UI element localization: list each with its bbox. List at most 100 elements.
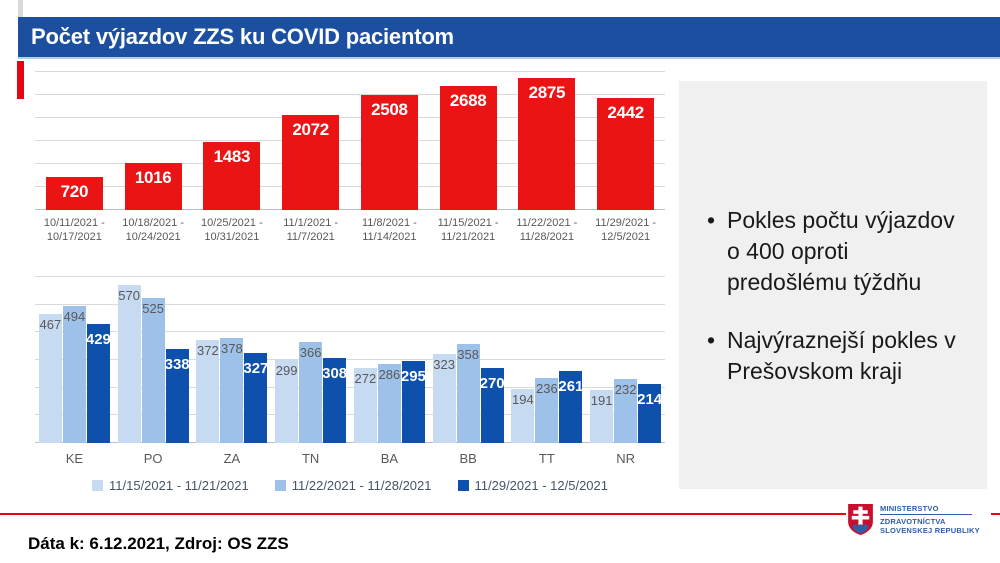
gridline bbox=[35, 163, 665, 164]
regional-bar bbox=[511, 389, 535, 443]
weekly-x-label: 11/15/2021 - 11/21/2021 bbox=[429, 216, 508, 244]
region-label: PO bbox=[143, 451, 163, 466]
weekly-x-label-line2: 10/24/2021 bbox=[125, 231, 181, 243]
regional-bar bbox=[244, 353, 268, 443]
regional-chart-x-labels: KE PO ZA TN BA BB TT NR bbox=[35, 451, 665, 466]
weekly-x-label: 10/18/2021 - 10/24/2021 bbox=[114, 216, 193, 244]
gridline bbox=[35, 442, 665, 443]
gridline bbox=[35, 186, 665, 187]
legend-swatch bbox=[92, 480, 103, 491]
regional-bar bbox=[62, 306, 86, 443]
regional-bar-value: 429 bbox=[85, 331, 111, 348]
regional-bar bbox=[353, 368, 377, 443]
regional-bar bbox=[401, 361, 425, 443]
regional-bar bbox=[299, 342, 323, 443]
insights-bullet-list: Pokles počtu výjazdov o 400 oproti predo… bbox=[705, 205, 971, 387]
weekly-x-label-line1: 11/1/2021 - bbox=[283, 217, 339, 229]
weekly-x-label-line2: 10/17/2021 bbox=[46, 231, 102, 243]
regional-bar-value: 366 bbox=[299, 345, 322, 360]
weekly-bar: 720 bbox=[45, 177, 103, 210]
gridline bbox=[35, 71, 665, 72]
regional-bar bbox=[456, 344, 480, 443]
regional-bar bbox=[432, 354, 456, 443]
weekly-x-label-line1: 11/15/2021 - bbox=[437, 217, 499, 229]
weekly-x-label: 11/29/2021 - 12/5/2021 bbox=[586, 216, 665, 244]
gridline bbox=[35, 94, 665, 95]
weekly-bar: 2442 bbox=[597, 98, 655, 210]
regional-bar-value: 323 bbox=[433, 357, 455, 372]
regional-bar bbox=[377, 364, 401, 443]
legend-item: 11/15/2021 - 11/21/2021 bbox=[92, 478, 249, 493]
regional-bar bbox=[638, 384, 662, 443]
weekly-bar: 2072 bbox=[282, 115, 340, 210]
gridline bbox=[35, 359, 665, 360]
ministry-logo: MINISTERSTVO ZDRAVOTNÍCTVA SLOVENSKEJ RE… bbox=[847, 497, 991, 541]
logo-line-2: ZDRAVOTNÍCTVA bbox=[880, 516, 946, 526]
regional-bar bbox=[275, 360, 299, 443]
regional-bar-value: 232 bbox=[614, 382, 637, 397]
insight-bullet: Najvýraznejší pokles v Prešovskom kraji bbox=[705, 325, 971, 387]
regional-bar-value: 338 bbox=[164, 356, 190, 373]
gridline bbox=[35, 414, 665, 416]
regional-bar-value: 295 bbox=[400, 368, 426, 385]
weekly-bar-value: 1016 bbox=[134, 168, 172, 187]
weekly-bar-value: 2442 bbox=[607, 103, 644, 122]
regional-bar bbox=[220, 338, 244, 443]
weekly-x-label-line1: 11/8/2021 - bbox=[361, 217, 417, 229]
weekly-x-label-line2: 12/5/2021 bbox=[601, 231, 651, 243]
weekly-chart-plot: 720 1016 1483 2072 2508 2688 2875 2442 bbox=[35, 71, 665, 210]
gridline bbox=[35, 276, 665, 277]
red-accent-bar bbox=[17, 61, 24, 99]
weekly-x-label-line1: 11/29/2021 - bbox=[595, 217, 657, 229]
weekly-bar-value: 1483 bbox=[213, 147, 251, 166]
regional-bar bbox=[614, 379, 638, 443]
weekly-bar-value: 2072 bbox=[292, 120, 329, 139]
title-underline bbox=[18, 57, 1000, 59]
regional-bar bbox=[117, 285, 141, 443]
legend-item: 11/29/2021 - 12/5/2021 bbox=[457, 478, 608, 493]
weekly-x-label: 11/8/2021 - 11/14/2021 bbox=[350, 216, 429, 244]
weekly-bar-value: 2508 bbox=[371, 100, 408, 119]
weekly-bar: 2508 bbox=[360, 95, 418, 210]
regional-bar-value: 525 bbox=[142, 301, 164, 316]
weekly-x-label: 10/11/2021 - 10/17/2021 bbox=[35, 216, 114, 244]
weekly-bar: 1483 bbox=[203, 142, 261, 210]
slovak-coat-of-arms-icon bbox=[848, 503, 873, 535]
weekly-x-label-line2: 11/21/2021 bbox=[441, 231, 496, 243]
regional-bar-value: 467 bbox=[39, 317, 62, 332]
region-label: TT bbox=[538, 451, 555, 466]
weekly-chart-x-labels: 10/11/2021 - 10/17/2021 10/18/2021 - 10/24/… bbox=[35, 216, 665, 244]
logo-line-3: SLOVENSKEJ REPUBLIKY bbox=[880, 525, 980, 535]
gridline bbox=[35, 209, 665, 210]
gridline bbox=[35, 117, 665, 118]
weekly-x-label-line1: 10/25/2021 - bbox=[200, 217, 263, 229]
regional-bar-value: 270 bbox=[479, 375, 505, 392]
legend-swatch bbox=[274, 480, 286, 491]
regional-bar bbox=[196, 340, 220, 443]
regional-bar-value: 214 bbox=[637, 391, 663, 408]
weekly-x-label-line2: 10/31/2021 bbox=[204, 231, 260, 243]
logo-separator bbox=[880, 513, 972, 515]
regional-bar-value: 327 bbox=[243, 360, 269, 377]
ministry-logo-text: MINISTERSTVO ZDRAVOTNÍCTVA SLOVENSKEJ RE… bbox=[880, 504, 980, 535]
regional-bar bbox=[86, 324, 110, 443]
weekly-bar-value: 2688 bbox=[449, 91, 487, 110]
gridline bbox=[35, 140, 665, 141]
data-source-note: Dáta k: 6.12.2021, Zdroj: OS ZZS bbox=[28, 534, 289, 553]
weekly-x-label-line1: 10/11/2021 - bbox=[43, 217, 105, 229]
weekly-bar: 1016 bbox=[124, 163, 182, 210]
weekly-x-label-line2: 11/28/2021 bbox=[519, 231, 574, 243]
regional-bar-value: 299 bbox=[275, 363, 298, 378]
weekly-x-label: 11/1/2021 - 11/7/2021 bbox=[271, 216, 350, 244]
regional-bar-value: 570 bbox=[118, 288, 140, 303]
weekly-bar-value: 2875 bbox=[528, 83, 566, 102]
region-label: KE bbox=[65, 451, 84, 466]
regional-bar bbox=[535, 378, 559, 443]
weekly-x-label-line1: 11/22/2021 - bbox=[516, 217, 578, 229]
logo-line-1: MINISTERSTVO bbox=[880, 503, 939, 513]
regional-bar bbox=[480, 368, 504, 443]
legend-swatch bbox=[457, 480, 469, 491]
top-edge-tick bbox=[18, 0, 23, 17]
weekly-bar: 2875 bbox=[518, 78, 576, 210]
